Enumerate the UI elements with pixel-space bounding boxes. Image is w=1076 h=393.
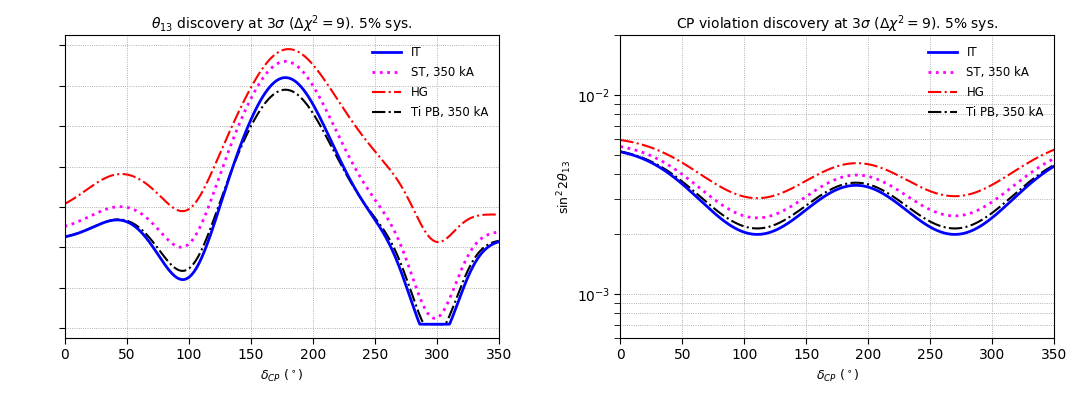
Legend: IT, ST, 350 kA, HG, Ti PB, 350 kA: IT, ST, 350 kA, HG, Ti PB, 350 kA xyxy=(367,41,493,124)
Legend: IT, ST, 350 kA, HG, Ti PB, 350 kA: IT, ST, 350 kA, HG, Ti PB, 350 kA xyxy=(923,41,1049,124)
Y-axis label: $\sin^22\theta_{13}$: $\sin^22\theta_{13}$ xyxy=(555,160,574,214)
Title: $\theta_{13}$ discovery at 3$\sigma$ ($\Delta\chi^2 = 9$). 5% sys.: $\theta_{13}$ discovery at 3$\sigma$ ($\… xyxy=(151,14,412,35)
X-axis label: $\delta_{CP}$ ($^\circ$): $\delta_{CP}$ ($^\circ$) xyxy=(816,368,859,384)
X-axis label: $\delta_{CP}$ ($^\circ$): $\delta_{CP}$ ($^\circ$) xyxy=(260,368,303,384)
Title: CP violation discovery at 3$\sigma$ ($\Delta\chi^2 = 9$). 5% sys.: CP violation discovery at 3$\sigma$ ($\D… xyxy=(677,14,999,35)
